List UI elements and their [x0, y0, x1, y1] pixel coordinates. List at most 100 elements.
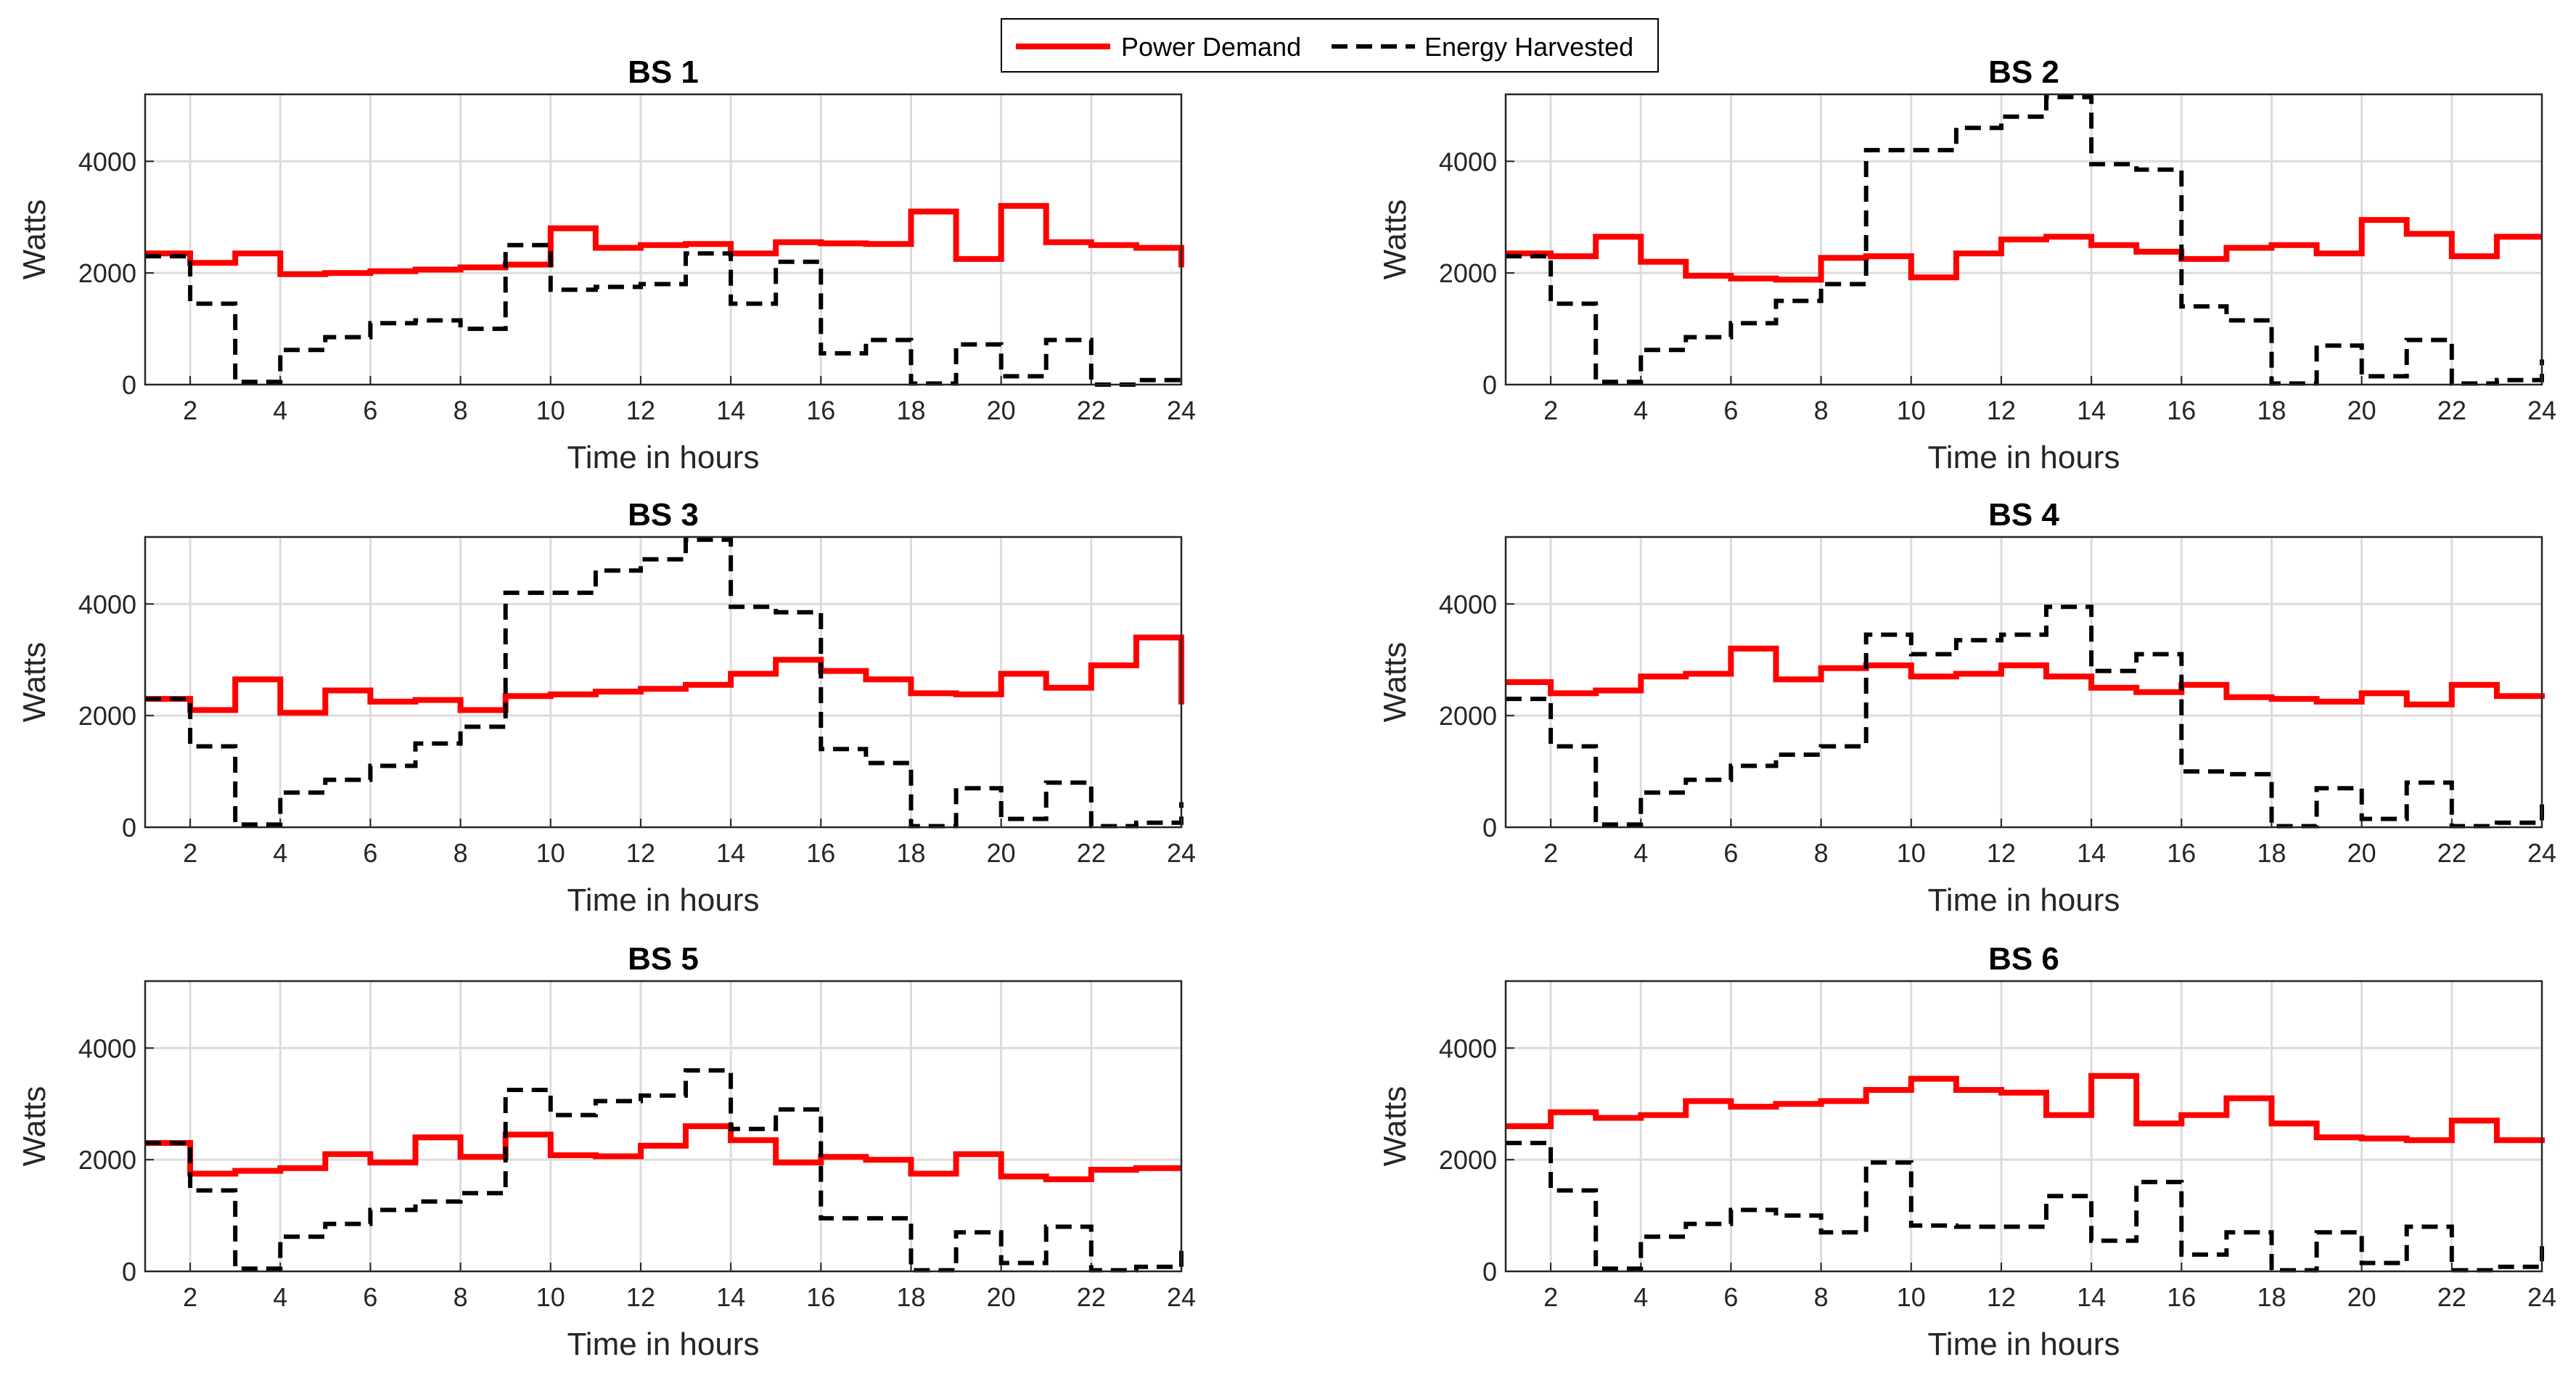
y-tick-label: 4000 [1439, 147, 1497, 176]
x-tick-label: 20 [987, 395, 1016, 425]
x-tick-label: 14 [2077, 1282, 2106, 1312]
y-tick-label: 4000 [1439, 1033, 1497, 1063]
x-tick-label: 24 [2527, 395, 2556, 425]
x-tick-label: 16 [806, 838, 835, 868]
x-tick-label: 10 [1897, 395, 1926, 425]
x-tick-label: 24 [2527, 1282, 2556, 1312]
axes-box [144, 536, 1183, 829]
x-axis-label: Time in hours [567, 882, 760, 918]
axes-box [1504, 536, 2543, 829]
y-axis-label: Watts [17, 642, 52, 723]
y-tick-label: 2000 [78, 1145, 136, 1175]
x-tick-label: 22 [2437, 838, 2466, 868]
legend: Power Demand Energy Harvested [1001, 18, 1659, 73]
panel-title: BS 1 [628, 54, 699, 90]
power-demand-line [1506, 1073, 2545, 1144]
y-tick-label: 2000 [78, 701, 136, 731]
x-tick-label: 14 [2077, 395, 2106, 425]
x-tick-label: 20 [987, 1282, 1016, 1312]
legend-energy-label: Energy Harvested [1424, 32, 1633, 62]
x-tick-label: 20 [987, 838, 1016, 868]
x-tick-label: 2 [183, 838, 197, 868]
axes-box [1504, 980, 2543, 1273]
x-tick-label: 24 [1167, 395, 1196, 425]
x-tick-label: 18 [896, 395, 925, 425]
x-tick-label: 2 [1543, 395, 1558, 425]
plot-area [145, 537, 1181, 827]
x-tick-label: 24 [2527, 838, 2556, 868]
y-tick-label: 4000 [78, 147, 136, 176]
x-tick-label: 2 [1543, 1282, 1558, 1312]
x-tick-label: 8 [454, 1282, 468, 1312]
x-tick-label: 4 [1633, 838, 1648, 868]
y-tick-label: 4000 [1439, 589, 1497, 619]
y-tick-label: 2000 [1439, 701, 1497, 731]
x-tick-label: 16 [2167, 395, 2196, 425]
x-tick-label: 4 [273, 1282, 287, 1312]
y-tick-label: 0 [1482, 370, 1497, 400]
x-tick-label: 10 [536, 838, 565, 868]
x-tick-label: 22 [1077, 1282, 1106, 1312]
y-axis-label: Watts [17, 1086, 52, 1167]
energy-harvested-line [1506, 604, 2544, 829]
y-axis-label: Watts [1377, 200, 1413, 280]
axes-box [144, 980, 1183, 1273]
y-tick-label: 0 [1482, 813, 1497, 842]
x-tick-label: 16 [2167, 1282, 2196, 1312]
y-axis-label: Watts [17, 200, 52, 280]
x-tick-label: 2 [1543, 838, 1558, 868]
power-demand-line [1506, 217, 2542, 283]
x-tick-label: 16 [806, 1282, 835, 1312]
x-tick-label: 20 [2347, 1282, 2376, 1312]
x-tick-label: 12 [626, 395, 655, 425]
x-axis-label: Time in hours [1928, 440, 2120, 475]
x-tick-label: 10 [1897, 838, 1926, 868]
x-axis-label: Time in hours [567, 440, 760, 475]
x-tick-label: 14 [2077, 838, 2106, 868]
x-tick-label: 14 [716, 838, 745, 868]
power-demand-line [1506, 645, 2545, 708]
x-tick-label: 8 [1814, 838, 1829, 868]
x-tick-label: 12 [626, 1282, 655, 1312]
x-tick-label: 6 [1723, 395, 1738, 425]
x-tick-label: 6 [1723, 1282, 1738, 1312]
x-tick-label: 8 [454, 395, 468, 425]
x-tick-label: 20 [2347, 838, 2376, 868]
x-tick-label: 14 [716, 1282, 745, 1312]
x-tick-label: 4 [273, 838, 287, 868]
y-tick-label: 2000 [78, 258, 136, 288]
x-tick-label: 12 [626, 838, 655, 868]
x-tick-label: 16 [806, 395, 835, 425]
energy-harvested-line [145, 242, 1184, 387]
x-tick-label: 8 [1814, 1282, 1829, 1312]
x-tick-label: 12 [1987, 1282, 2016, 1312]
energy-harvested-line [1506, 94, 2544, 386]
plot-area [145, 94, 1181, 385]
y-tick-label: 2000 [1439, 258, 1497, 288]
x-tick-label: 18 [2257, 838, 2286, 868]
axes-box [144, 93, 1183, 386]
x-tick-label: 12 [1987, 395, 2016, 425]
x-tick-label: 6 [363, 838, 377, 868]
x-tick-label: 16 [2167, 838, 2196, 868]
x-tick-label: 4 [1633, 395, 1648, 425]
energy-harvested-line [145, 537, 1184, 829]
y-tick-label: 0 [122, 1257, 136, 1287]
x-tick-label: 4 [273, 395, 287, 425]
x-tick-label: 8 [1814, 395, 1829, 425]
power-demand-line [145, 634, 1184, 716]
x-axis-label: Time in hours [567, 1326, 760, 1362]
x-tick-label: 18 [2257, 395, 2286, 425]
y-tick-label: 2000 [1439, 1145, 1497, 1175]
x-tick-label: 20 [2347, 395, 2376, 425]
x-tick-label: 18 [2257, 1282, 2286, 1312]
y-tick-label: 4000 [78, 1033, 136, 1063]
x-axis-label: Time in hours [1928, 1326, 2120, 1362]
x-tick-label: 22 [1077, 838, 1106, 868]
energy-harvested-line [1506, 1141, 2544, 1273]
y-tick-label: 0 [122, 370, 136, 400]
x-tick-label: 22 [2437, 1282, 2466, 1312]
